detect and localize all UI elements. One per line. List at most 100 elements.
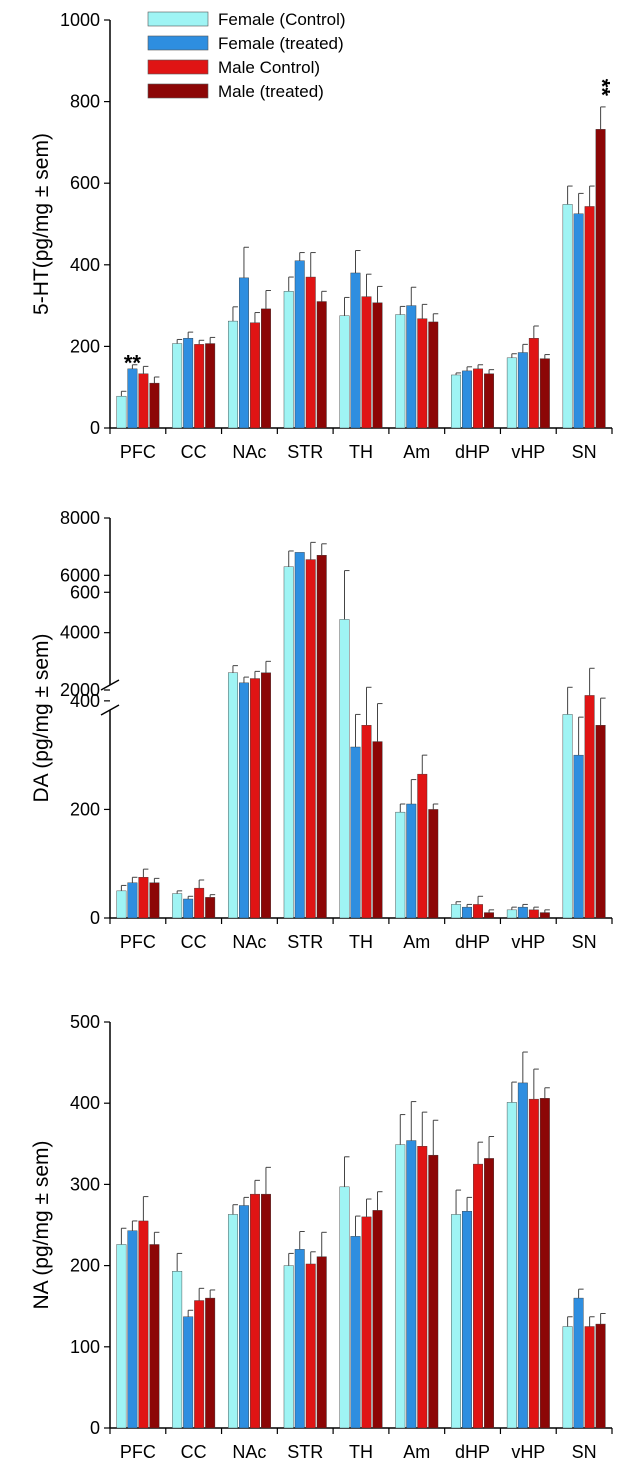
x-tick-label: dHP xyxy=(455,932,490,952)
bar xyxy=(462,906,473,919)
bar xyxy=(451,374,462,429)
legend-swatch xyxy=(147,59,209,75)
bar xyxy=(462,1210,473,1429)
bar xyxy=(562,1326,573,1429)
significance-marker: ** xyxy=(590,79,615,97)
bar xyxy=(451,904,462,919)
bar xyxy=(395,811,406,919)
bar xyxy=(484,373,495,429)
bar xyxy=(584,206,595,429)
bar xyxy=(138,877,149,919)
x-tick-label: NAc xyxy=(232,932,266,952)
y-axis-title: DA (pg/mg ± sem) xyxy=(30,633,53,802)
bar xyxy=(260,308,271,429)
bar xyxy=(372,302,383,429)
bar xyxy=(227,320,238,429)
bar xyxy=(539,1098,550,1429)
bar xyxy=(305,276,316,429)
x-tick-label: CC xyxy=(181,1442,207,1462)
x-tick-label: Am xyxy=(403,442,430,462)
bar xyxy=(138,1220,149,1429)
bar xyxy=(316,1256,327,1429)
x-tick-label: SN xyxy=(572,442,597,462)
bar xyxy=(473,904,484,919)
bar xyxy=(227,1214,238,1429)
bar xyxy=(294,260,305,429)
chart-panel-3: 0 100 200 300 400 500 PFC CC NAc STR TH Am dHP vHP SN N… xyxy=(30,1012,613,1462)
significance-marker: ** xyxy=(124,351,142,376)
x-tick-label: dHP xyxy=(455,1442,490,1462)
bar xyxy=(428,321,439,429)
bar xyxy=(283,566,294,919)
y-axis-title: 5-HT(pg/mg ± sem) xyxy=(30,133,53,315)
legend-label: Female (treated) xyxy=(218,34,344,53)
chart-panel-2: 0 200 400 600 2000 4000 6000 8000 PFC CC NAc STR TH A… xyxy=(30,508,613,952)
x-tick-label: Am xyxy=(403,932,430,952)
bar xyxy=(528,1098,539,1429)
y-tick-label: 100 xyxy=(70,1337,100,1357)
bar xyxy=(138,373,149,429)
bar xyxy=(149,382,160,429)
y-tick-label: 200 xyxy=(70,336,100,356)
bar xyxy=(584,1326,595,1429)
y-tick-label: 600 xyxy=(70,173,100,193)
bar xyxy=(339,619,350,919)
bar xyxy=(428,809,439,919)
bar xyxy=(127,882,138,919)
x-tick-label: PFC xyxy=(120,932,156,952)
y-tick-label: 800 xyxy=(70,92,100,112)
bar xyxy=(127,1230,138,1429)
bar xyxy=(361,296,372,429)
bar xyxy=(172,1271,183,1429)
x-tick-label: TH xyxy=(349,442,373,462)
bar xyxy=(417,773,428,919)
legend-swatch xyxy=(147,35,209,51)
bar xyxy=(506,1102,517,1429)
bar xyxy=(127,368,138,429)
bar xyxy=(172,343,183,429)
bar xyxy=(528,338,539,429)
x-tick-label: SN xyxy=(572,1442,597,1462)
bar xyxy=(473,368,484,429)
bar xyxy=(205,1297,216,1429)
bar xyxy=(573,1297,584,1429)
bar xyxy=(539,358,550,429)
x-tick-label: vHP xyxy=(511,442,545,462)
bar xyxy=(562,714,573,919)
bar xyxy=(462,370,473,429)
bar xyxy=(305,1263,316,1429)
bar xyxy=(506,909,517,919)
bar xyxy=(238,682,249,919)
x-tick-label: Am xyxy=(403,1442,430,1462)
x-tick-label: NAc xyxy=(232,1442,266,1462)
bar xyxy=(395,314,406,429)
bar xyxy=(283,1265,294,1429)
x-tick-label: vHP xyxy=(511,932,545,952)
axis-break-mark-lower xyxy=(100,704,120,716)
bar xyxy=(194,887,205,919)
bar xyxy=(517,1082,528,1429)
bar xyxy=(428,1154,439,1429)
bar xyxy=(249,322,260,429)
legend: Female (Control) Female (treated) Male Con… xyxy=(147,10,346,101)
x-tick-label: CC xyxy=(181,932,207,952)
bar xyxy=(294,552,305,919)
x-tick-label: SN xyxy=(572,932,597,952)
bar xyxy=(361,1216,372,1429)
y-tick-label: 600 xyxy=(70,582,100,602)
bar xyxy=(350,272,361,429)
bar xyxy=(116,1244,127,1429)
bar xyxy=(517,906,528,919)
bar xyxy=(294,1249,305,1429)
bar xyxy=(339,315,350,429)
y-tick-label: 200 xyxy=(70,1256,100,1276)
bar xyxy=(573,213,584,429)
y-tick-label: 1000 xyxy=(60,10,100,30)
x-tick-label: STR xyxy=(287,442,323,462)
y-tick-label: 0 xyxy=(90,1418,100,1438)
bar xyxy=(484,912,495,919)
bar xyxy=(417,1146,428,1429)
bar xyxy=(372,741,383,919)
y-tick-label: 2000 xyxy=(60,680,100,700)
bar xyxy=(305,559,316,919)
